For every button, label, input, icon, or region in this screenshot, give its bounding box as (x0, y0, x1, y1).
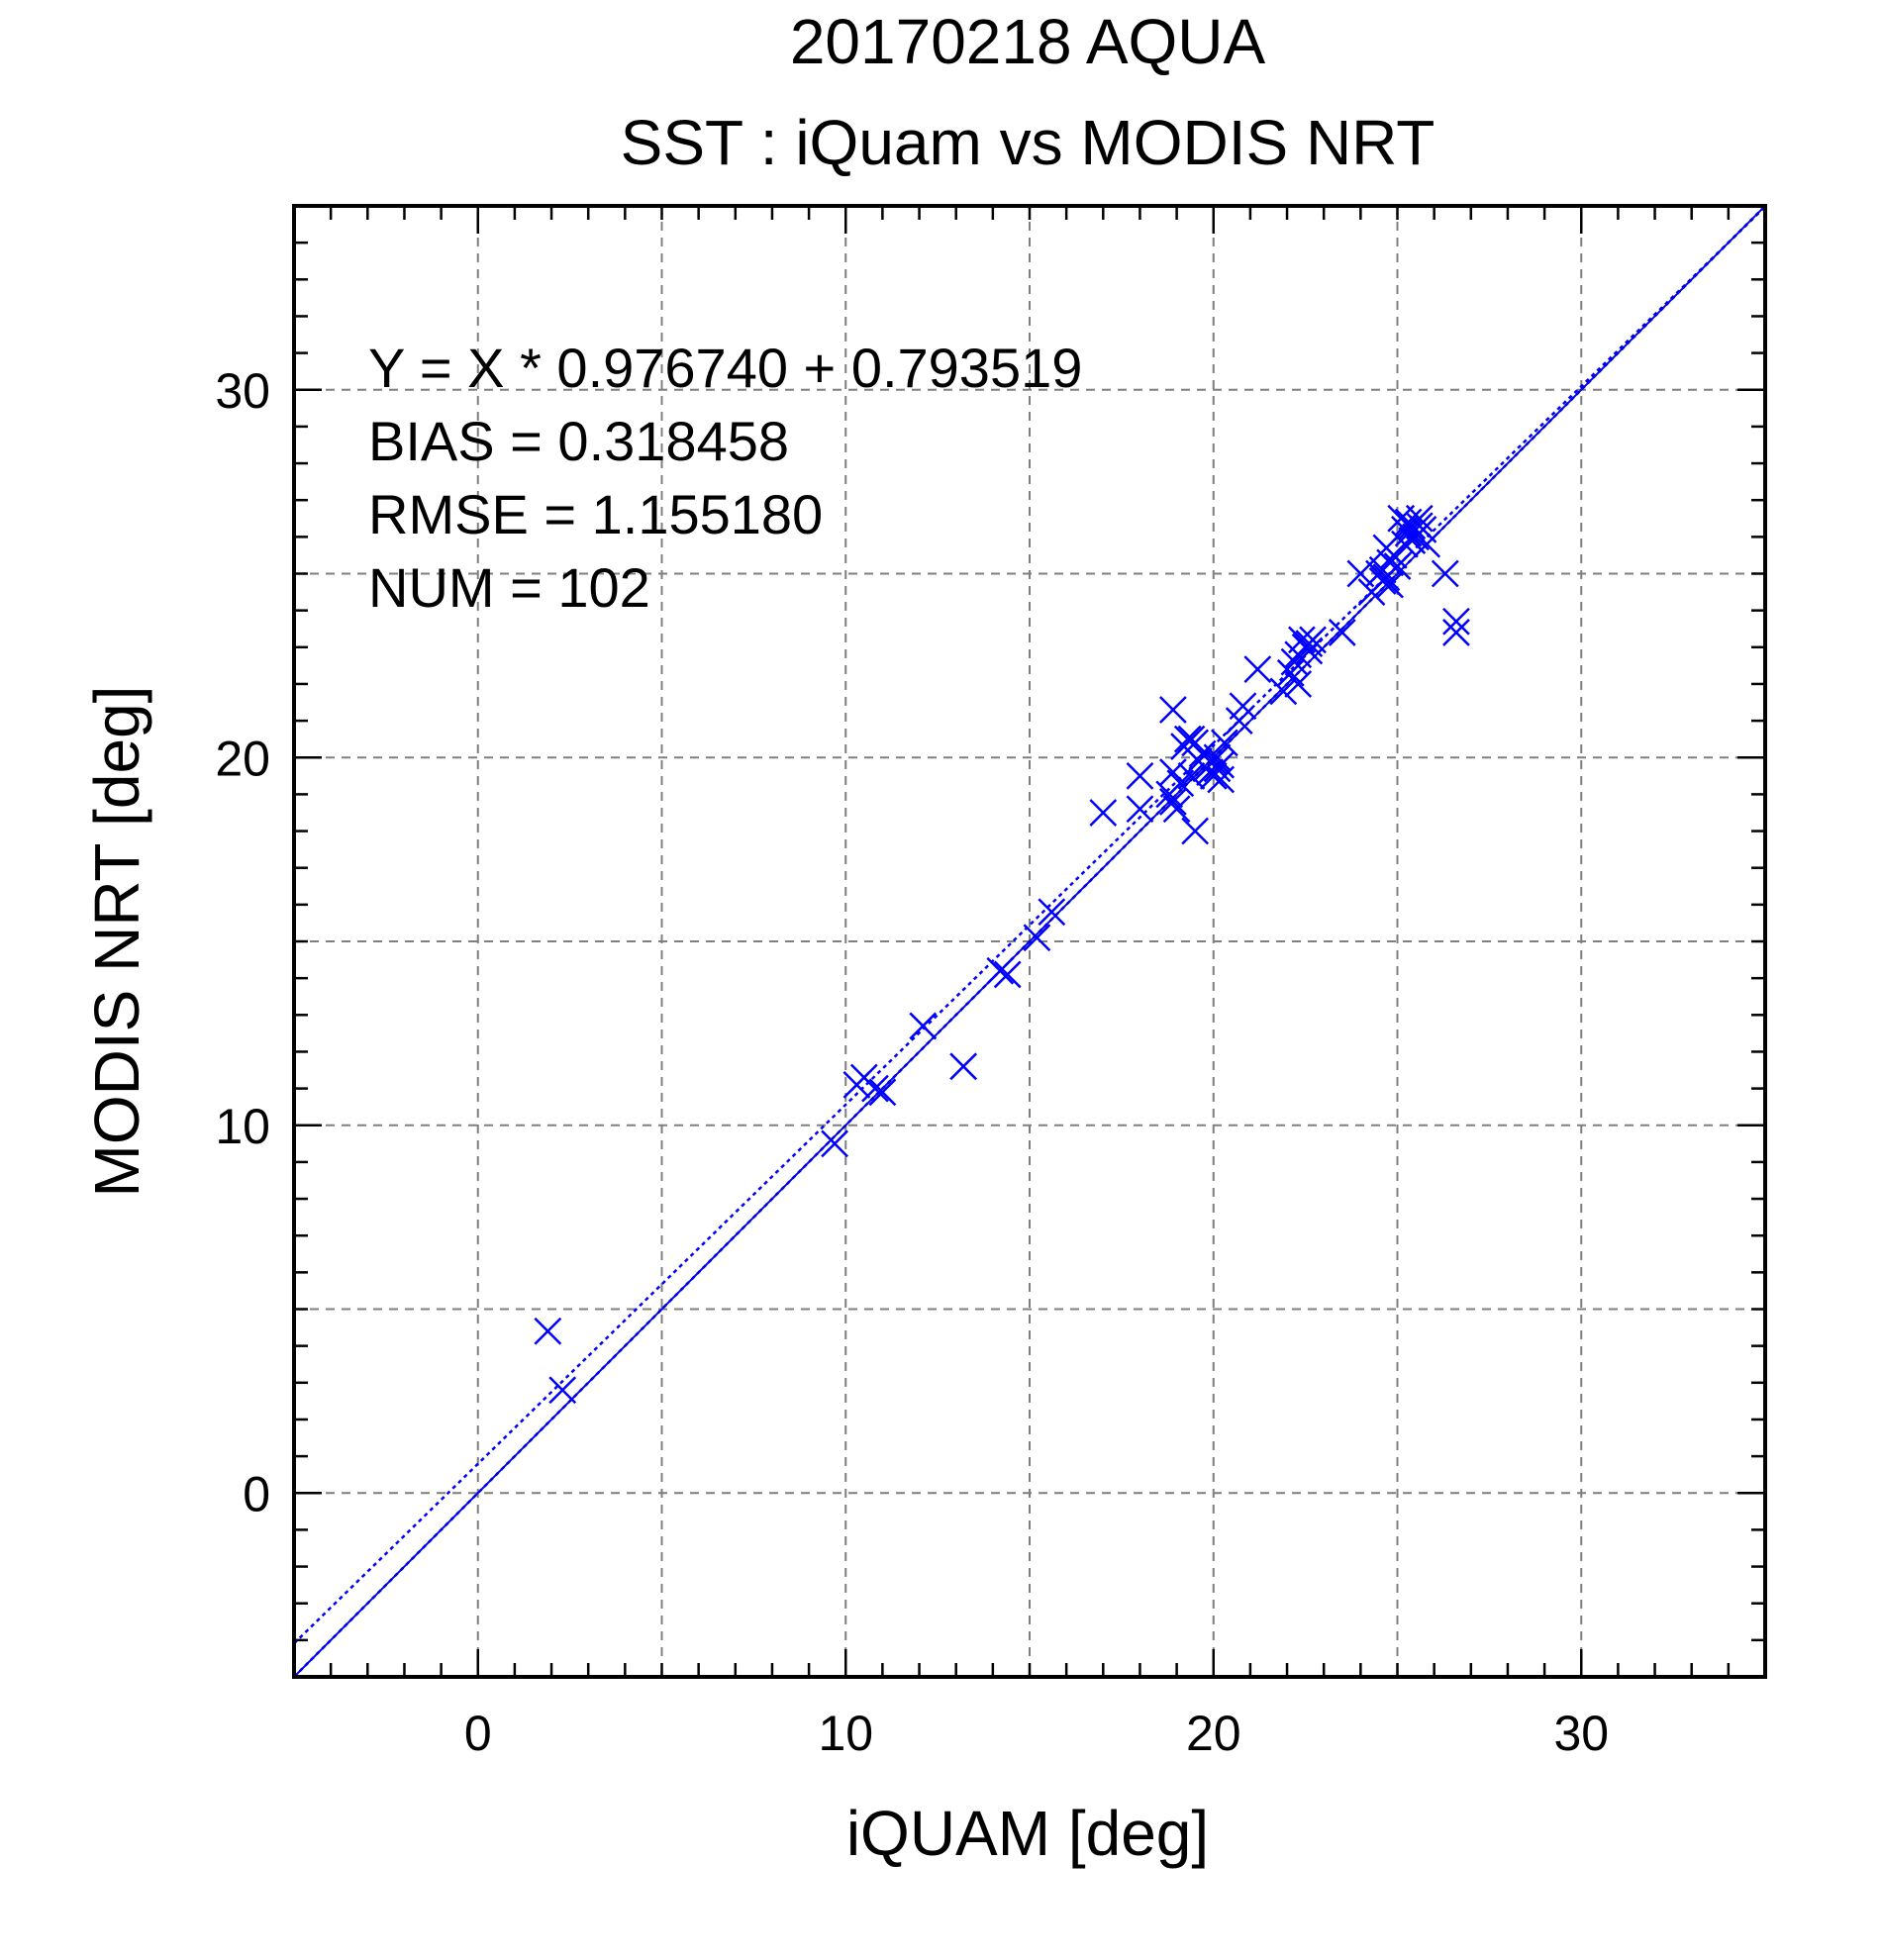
chart-subtitle: SST : iQuam vs MODIS NRT (621, 107, 1436, 178)
data-point (1376, 570, 1404, 599)
data-point (1162, 795, 1191, 824)
identity-line (293, 205, 1766, 1678)
data-point (986, 956, 1015, 985)
data-point (1295, 637, 1324, 665)
y-axis-label: MODIS NRT [deg] (81, 686, 152, 1198)
data-point (1126, 795, 1154, 824)
y-tick-label: 20 (215, 731, 270, 786)
data-point (1023, 924, 1051, 952)
data-point (821, 1129, 848, 1158)
x-tick-label: 30 (1553, 1706, 1609, 1761)
y-tick-label: 0 (243, 1466, 270, 1521)
data-point (868, 1078, 897, 1107)
data-point (548, 1376, 577, 1405)
data-point (1181, 817, 1210, 845)
data-point (1211, 729, 1238, 757)
data-point (1405, 504, 1434, 533)
data-point (1203, 743, 1232, 772)
data-point (1442, 619, 1470, 646)
reference-lines (293, 205, 1766, 1678)
data-point (1159, 787, 1187, 816)
rmse-value: RMSE = 1.155180 (368, 483, 823, 545)
data-point (1229, 692, 1257, 721)
num-value: NUM = 102 (368, 556, 650, 619)
plot-frame (292, 204, 1767, 1679)
grid-lines (294, 206, 1765, 1677)
data-point (1159, 696, 1187, 724)
data-point (1038, 898, 1066, 927)
data-point (1089, 799, 1118, 827)
data-point (909, 1012, 938, 1040)
data-point (1383, 552, 1412, 580)
x-tick-label: 0 (464, 1706, 492, 1761)
x-axis-label: iQUAM [deg] (846, 1798, 1209, 1869)
x-tick-label: 10 (818, 1706, 873, 1761)
bias-value: BIAS = 0.318458 (368, 410, 789, 472)
y-tick-label: 10 (215, 1099, 270, 1154)
x-tick-label: 20 (1186, 1706, 1241, 1761)
stats-box: Y = X * 0.976740 + 0.793519 BIAS = 0.318… (368, 337, 1082, 619)
data-point (1243, 655, 1272, 683)
regression-line (293, 205, 1766, 1645)
data-point (1431, 559, 1459, 588)
data-point (949, 1052, 978, 1081)
data-point (861, 1074, 889, 1103)
data-point (1299, 626, 1327, 654)
data-points (534, 504, 1470, 1405)
y-tick-label: 30 (215, 363, 270, 419)
tick-labels: 0 10 20 30 0 10 20 30 (215, 363, 1609, 1761)
data-point (1126, 761, 1154, 790)
data-point (1207, 750, 1236, 779)
data-point (1207, 765, 1236, 794)
data-point (1280, 647, 1309, 676)
data-point (1284, 670, 1313, 698)
data-point (534, 1317, 562, 1345)
data-point (1269, 677, 1298, 706)
regression-equation: Y = X * 0.976740 + 0.793519 (368, 337, 1082, 399)
data-point (1328, 619, 1356, 646)
data-point (1413, 530, 1441, 558)
data-point (1442, 607, 1470, 636)
data-point (1177, 761, 1206, 790)
data-point (993, 960, 1022, 989)
chart-title: 20170218 AQUA (790, 6, 1266, 77)
